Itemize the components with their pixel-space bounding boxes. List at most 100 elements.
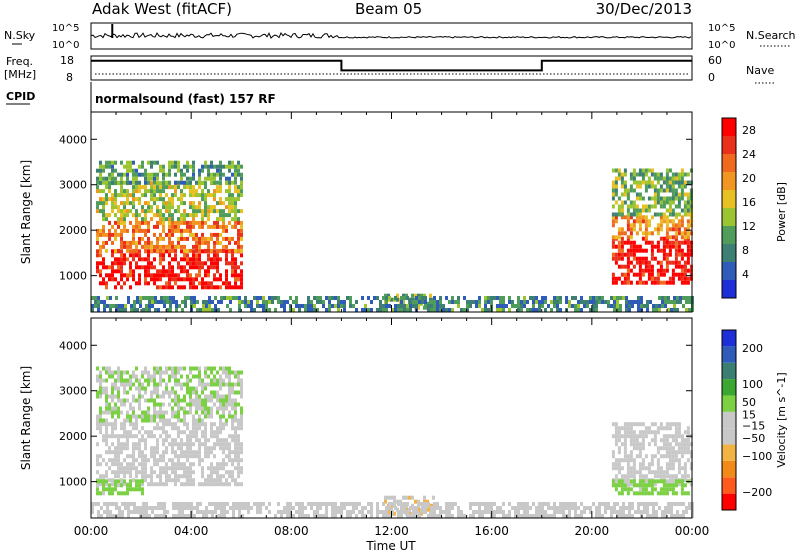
heatmap-cell	[659, 454, 663, 459]
heatmap-cell	[171, 438, 174, 443]
heatmap-cell	[676, 296, 679, 300]
heatmap-cell	[105, 366, 108, 371]
heatmap-cell	[198, 422, 201, 427]
heatmap-cell	[168, 224, 171, 229]
heatmap-cell	[132, 236, 135, 241]
heatmap-cell	[216, 470, 219, 475]
heatmap-cell	[102, 458, 105, 463]
heatmap-cell	[210, 193, 213, 198]
heatmap-cell	[664, 510, 667, 514]
heatmap-cell	[665, 235, 669, 240]
heatmap-cell	[180, 217, 183, 222]
heatmap-cell	[580, 308, 583, 312]
heatmap-cell	[126, 446, 129, 451]
heatmap-cell	[120, 483, 123, 488]
heatmap-cell	[111, 491, 114, 496]
heatmap-cell	[635, 256, 639, 261]
heatmap-cell	[174, 164, 177, 169]
heatmap-cell	[617, 264, 621, 269]
heatmap-cell	[665, 231, 669, 236]
heatmap-cell	[150, 172, 153, 177]
heatmap-cell	[132, 434, 135, 439]
heatmap-cell	[168, 402, 171, 407]
heatmap-cell	[177, 160, 180, 165]
heatmap-cell	[105, 201, 108, 206]
heatmap-cell	[150, 482, 153, 487]
heatmap-cell	[183, 398, 186, 403]
heatmap-cell	[565, 300, 568, 304]
heatmap-cell	[213, 232, 216, 237]
heatmap-cell	[201, 442, 204, 447]
heatmap-cell	[228, 414, 231, 419]
heatmap-cell	[598, 300, 601, 304]
heatmap-cell	[159, 366, 162, 371]
heatmap-cell	[177, 197, 180, 202]
heatmap-cell	[611, 280, 615, 285]
heatmap-cell	[638, 483, 642, 488]
heatmap-cell	[508, 514, 511, 518]
heatmap-cell	[156, 277, 159, 282]
heatmap-cell	[370, 300, 373, 304]
heatmap-cell	[234, 454, 237, 459]
heatmap-cell	[165, 273, 168, 278]
heatmap-cell	[231, 236, 234, 241]
heatmap-cell	[123, 189, 126, 194]
heatmap-cell	[638, 172, 642, 177]
heatmap-cell	[583, 300, 586, 304]
heatmap-cell	[352, 502, 355, 506]
heatmap-cell	[177, 434, 180, 439]
heatmap-cell	[349, 514, 352, 518]
heatmap-cell	[617, 231, 621, 236]
heatmap-cell	[240, 370, 243, 375]
heatmap-cell	[207, 454, 210, 459]
heatmap-cell	[181, 502, 184, 506]
heatmap-cell	[207, 213, 210, 218]
heatmap-cell	[114, 402, 117, 407]
heatmap-cell	[677, 248, 681, 253]
heatmap-cell	[228, 402, 231, 407]
heatmap-cell	[201, 386, 204, 391]
heatmap-cell	[617, 458, 621, 463]
heatmap-cell	[424, 296, 427, 300]
heatmap-cell	[153, 458, 156, 463]
heatmap-cell	[171, 414, 174, 419]
heatmap-cell	[193, 514, 196, 518]
heatmap-cell	[219, 442, 222, 447]
heatmap-cell	[686, 223, 690, 228]
heatmap-cell	[201, 240, 204, 245]
heatmap-cell	[361, 296, 364, 300]
heatmap-cell	[216, 180, 219, 185]
heatmap-cell	[225, 249, 228, 254]
heatmap-cell	[448, 510, 451, 514]
heatmap-cell	[123, 273, 126, 278]
heatmap-cell	[577, 506, 580, 510]
heatmap-cell	[671, 466, 675, 471]
heatmap-cell	[150, 248, 153, 253]
heatmap-cell	[683, 466, 687, 471]
heatmap-cell	[219, 414, 222, 419]
heatmap-cell	[219, 248, 222, 253]
heatmap-cell	[168, 277, 171, 282]
heatmap-cell	[686, 450, 690, 455]
heatmap-cell	[496, 510, 499, 514]
heatmap-cell	[390, 495, 393, 500]
heatmap-cell	[165, 470, 168, 475]
heatmap-cell	[484, 304, 487, 308]
heatmap-cell	[635, 422, 639, 427]
heatmap-cell	[156, 414, 159, 419]
nsky-label: N.Sky	[4, 29, 36, 42]
heatmap-cell	[153, 402, 156, 407]
station-title: Adak West (fitACF)	[92, 0, 232, 18]
heatmap-cell	[535, 300, 538, 304]
heatmap-cell	[120, 434, 123, 439]
heatmap-cell	[198, 394, 201, 399]
heatmap-cell	[617, 430, 621, 435]
heatmap-cell	[225, 261, 228, 266]
heatmap-cell	[123, 430, 126, 435]
heatmap-cell	[138, 462, 141, 467]
heatmap-cell	[454, 502, 457, 506]
heatmap-cell	[535, 514, 538, 518]
heatmap-cell	[553, 506, 556, 510]
heatmap-cell	[219, 217, 222, 222]
heatmap-cell	[147, 418, 150, 423]
